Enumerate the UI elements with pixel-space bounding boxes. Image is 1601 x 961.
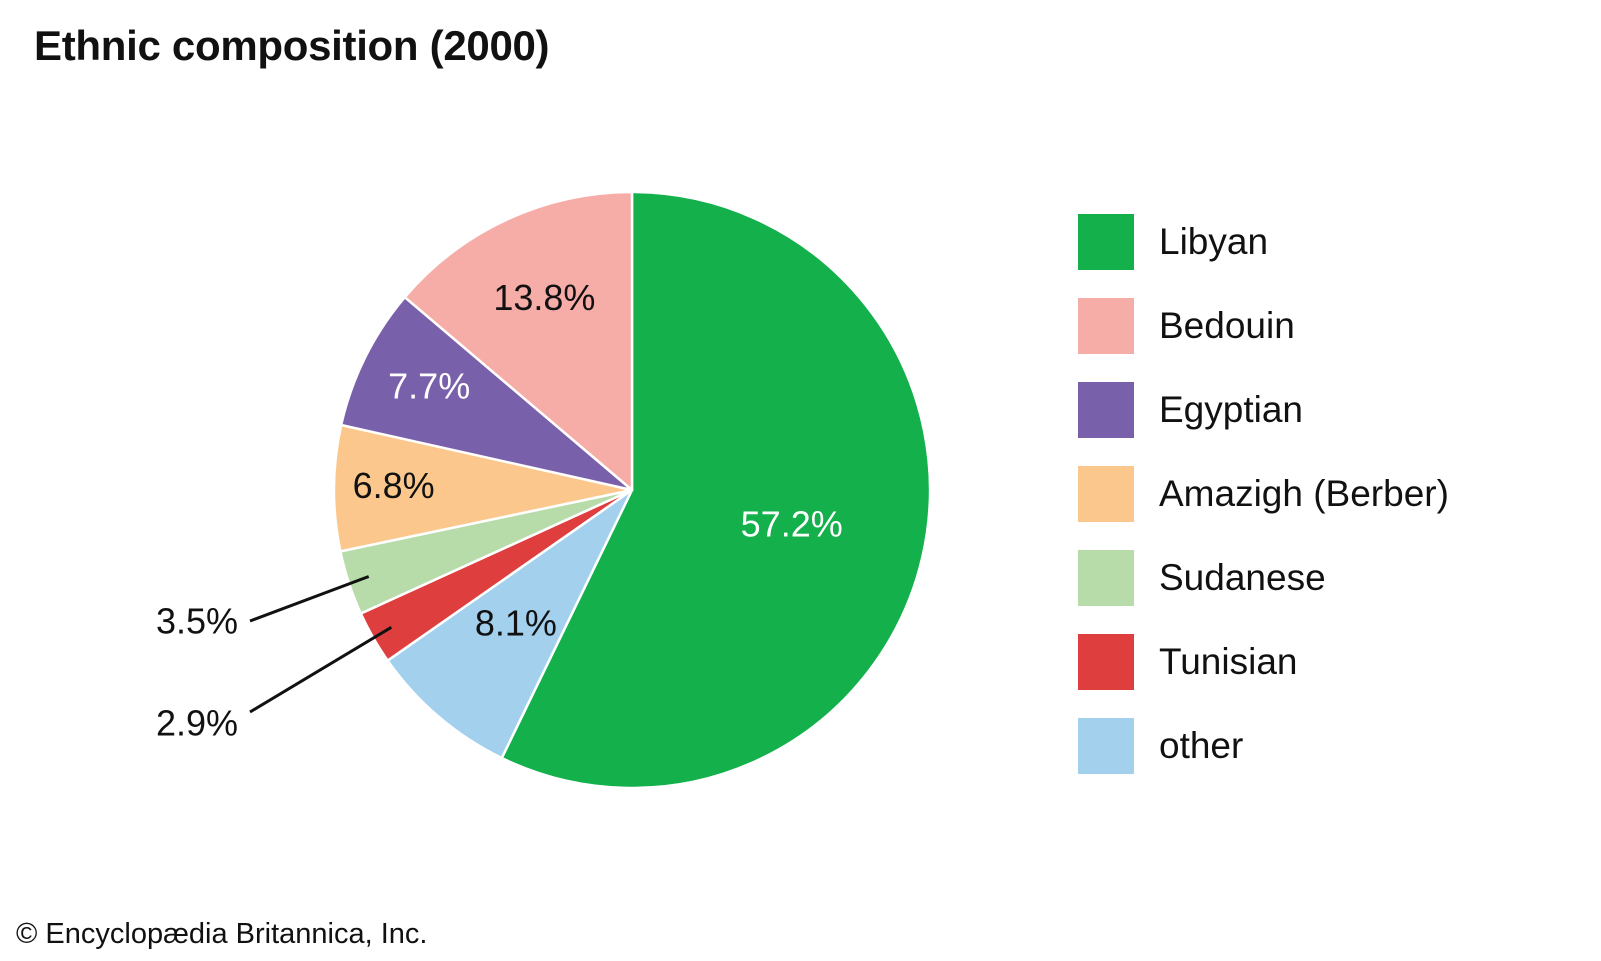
legend-label: Egyptian — [1159, 389, 1303, 430]
leader-line-tunisian — [249, 626, 393, 714]
leader-line-sudanese — [249, 575, 370, 623]
legend-item-other: other — [1078, 704, 1449, 788]
pie-slice-amazigh-berber — [332, 423, 634, 553]
slice-label-other: 8.1% — [475, 603, 557, 644]
slice-label-sudanese: 3.5% — [156, 601, 238, 642]
pie-slices — [332, 190, 932, 790]
slice-label-libyan: 57.2% — [741, 503, 843, 544]
pie-slice-other — [386, 488, 634, 760]
chart-legend: Libyan Bedouin Egyptian Amazigh (Berber) Sud… — [1078, 200, 1449, 788]
pie-slice-libyan — [500, 190, 932, 790]
legend-item-tunisian: Tunisian — [1078, 620, 1449, 704]
pie-slice-egyptian — [339, 295, 634, 492]
legend-swatch — [1078, 466, 1134, 522]
legend-label: Tunisian — [1159, 641, 1298, 682]
legend-swatch — [1078, 634, 1134, 690]
legend-swatch — [1078, 298, 1134, 354]
copyright-credit: © Encyclopædia Britannica, Inc. — [16, 918, 428, 950]
slice-labels: 57.2% 8.1% 2.9% 3.5% 6.8% 7.7% 13.8% — [156, 277, 843, 743]
legend-label: Libyan — [1159, 221, 1269, 262]
slice-label-bedouin: 13.8% — [493, 277, 595, 318]
slice-label-tunisian: 2.9% — [156, 703, 238, 744]
legend-swatch — [1078, 718, 1134, 774]
leader-lines — [249, 575, 393, 714]
pie-slice-bedouin — [403, 190, 634, 492]
legend-item-amazigh-berber: Amazigh (Berber) — [1078, 452, 1449, 536]
legend-label: other — [1159, 725, 1244, 766]
legend-item-bedouin: Bedouin — [1078, 284, 1449, 368]
legend-swatch — [1078, 550, 1134, 606]
legend-item-libyan: Libyan — [1078, 200, 1449, 284]
legend-swatch — [1078, 214, 1134, 270]
slice-label-egyptian: 7.7% — [388, 366, 470, 407]
legend-label: Amazigh (Berber) — [1159, 473, 1449, 514]
slice-label-amazigh-berber: 6.8% — [353, 465, 435, 506]
legend-label: Sudanese — [1159, 557, 1326, 598]
chart-title: Ethnic composition (2000) — [34, 22, 550, 69]
legend-label: Bedouin — [1159, 305, 1295, 346]
legend-item-sudanese: Sudanese — [1078, 536, 1449, 620]
legend-item-egyptian: Egyptian — [1078, 368, 1449, 452]
legend-swatch — [1078, 382, 1134, 438]
